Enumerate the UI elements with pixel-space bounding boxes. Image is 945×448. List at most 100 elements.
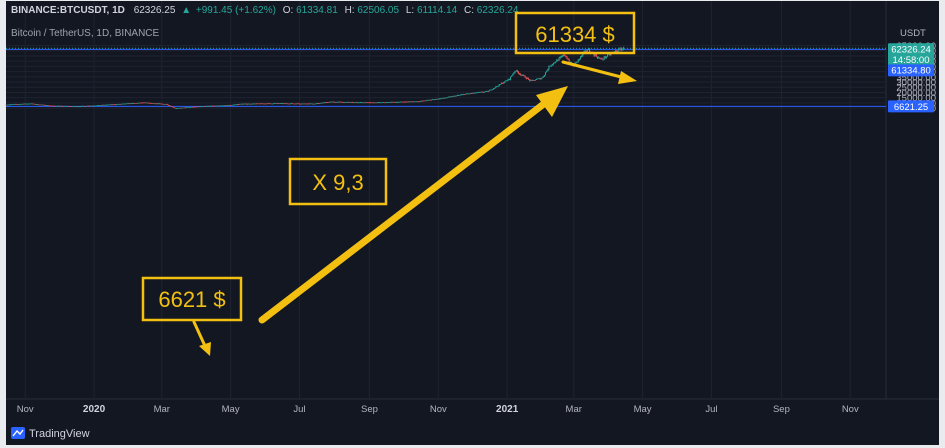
candle-body [554,62,556,64]
candle-body [265,103,267,105]
candle-body [322,102,324,104]
candle-body [555,62,557,63]
y-tick-label: 20000.00 [896,88,936,99]
candle-body [393,101,395,103]
candle-body [587,49,589,51]
candle-body [307,103,309,105]
candle-body [354,102,356,104]
candle-body [7,104,9,106]
candle-body [48,105,50,107]
candle-body [164,103,166,105]
candle-body [312,103,314,105]
candle-body [157,103,159,105]
candle-body [16,104,18,105]
candle-body [418,101,420,103]
candle-body [425,100,427,102]
candle-body [244,103,246,105]
candle-body [575,61,577,64]
candle-body [296,103,298,105]
candle-body [187,107,189,109]
candle-body [258,103,260,105]
candle-body [261,103,263,105]
candle-body [600,58,602,60]
candle-body [98,105,100,106]
candle-body [461,94,463,96]
candle-body [556,59,558,63]
candle-body [539,78,541,80]
candle-body [163,104,165,105]
candle-body [184,107,186,109]
x-tick-label: May [222,404,240,415]
candle-body [238,104,240,106]
candle-body [531,79,533,81]
candle-body [34,104,36,105]
candle-body [152,103,154,104]
candle-body [559,57,561,58]
x-tick-label: Sep [361,404,378,415]
candle-body [173,107,175,109]
candle-body [585,50,587,52]
candle-body [243,103,245,105]
candle-body [420,100,422,102]
candle-body [138,102,140,104]
candle-body [506,80,508,82]
candle-body [73,106,75,107]
candle-body [317,103,319,105]
candle-body [95,105,97,107]
candle-body [20,103,22,105]
candle-body [214,105,216,107]
candle-body [584,50,586,53]
candle-body [273,103,275,105]
candle-body [365,102,367,104]
candle-body [101,104,103,106]
annotation-high[interactable]: 61334 $ [514,11,636,55]
candle-body [328,102,330,103]
candle-body [69,106,71,107]
candle-body [454,95,456,97]
candle-body [159,103,161,105]
annotation-multiplier[interactable]: X 9,3 [288,157,388,206]
candle-body [117,104,119,105]
time-axis-ticks: Nov 2020 Mar May Jul Sep Nov 2021 Mar May Jul Sep No… [17,404,859,415]
candle-body [171,106,173,107]
candle-body [268,103,270,105]
candle-body [580,56,582,59]
candle-body [330,101,332,103]
candle-body [239,103,241,105]
candle-body [94,105,96,107]
chart-subtitle: Bitcoin / TetherUS, 1D, BINANCE [11,28,160,39]
brand-name: TradingView [29,428,90,440]
candle-body [165,103,167,105]
tradingview-logo-icon [11,427,25,439]
candle-body [8,104,10,106]
annotation-multiplier-box [288,157,388,206]
annotation-low[interactable]: 6621 $ [141,276,243,322]
candle-body [581,55,583,57]
candle-body [224,105,226,107]
change-value: +991.45 (+1.62%) [196,5,276,16]
candle-body [228,105,230,106]
candle-body [276,103,278,105]
candle-body [622,47,624,49]
candle-body [86,105,88,107]
candle-body [160,103,162,105]
candle-body [379,102,381,104]
candle-body [145,102,147,104]
level-high-tag-value: 61334.80 [891,65,931,76]
close-value: 62326.24 [477,5,519,16]
candle-body [342,102,344,103]
candle-body [33,103,35,105]
candle-body [429,99,431,101]
candle-body [168,104,170,106]
candle-body [621,48,623,51]
candle-body [193,106,195,108]
candle-body [135,103,137,104]
candle-body [446,97,448,99]
candle-body [385,102,387,103]
annotation-high-text: 61334 $ [535,22,615,47]
candle-body [478,92,480,93]
tradingview-logo[interactable]: TradingView [11,427,90,440]
candle-body [373,102,375,104]
candle-body [209,105,211,107]
